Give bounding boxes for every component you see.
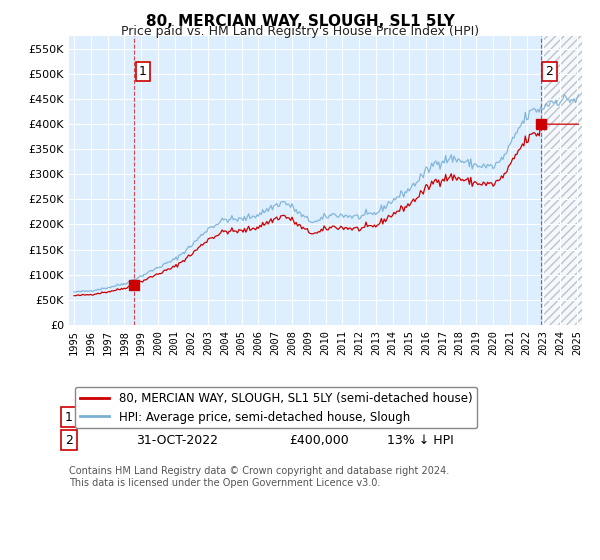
Text: Contains HM Land Registry data © Crown copyright and database right 2024.
This d: Contains HM Land Registry data © Crown c…	[69, 466, 449, 488]
Text: 1: 1	[65, 410, 73, 423]
Text: 80, MERCIAN WAY, SLOUGH, SL1 5LY: 80, MERCIAN WAY, SLOUGH, SL1 5LY	[146, 14, 454, 29]
Text: 2: 2	[545, 65, 553, 78]
Text: 2: 2	[65, 433, 73, 447]
Text: 17% ↓ HPI: 17% ↓ HPI	[387, 410, 454, 423]
Text: 13% ↓ HPI: 13% ↓ HPI	[387, 433, 454, 447]
Legend: 80, MERCIAN WAY, SLOUGH, SL1 5LY (semi-detached house), HPI: Average price, semi: 80, MERCIAN WAY, SLOUGH, SL1 5LY (semi-d…	[75, 387, 477, 428]
Bar	[544, 36, 582, 325]
Text: 24-JUL-1998: 24-JUL-1998	[136, 410, 212, 423]
Text: £400,000: £400,000	[290, 433, 349, 447]
Text: Price paid vs. HM Land Registry's House Price Index (HPI): Price paid vs. HM Land Registry's House …	[121, 25, 479, 38]
Text: £80,000: £80,000	[290, 410, 341, 423]
Text: 31-OCT-2022: 31-OCT-2022	[136, 433, 218, 447]
Text: 1: 1	[139, 65, 146, 78]
